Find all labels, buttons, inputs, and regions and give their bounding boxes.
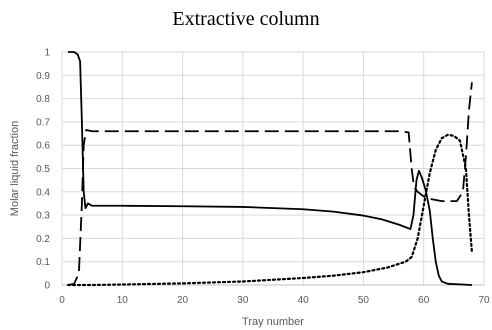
y-tick-label: 0.9 [36,71,50,82]
y-axis-label: Molar liquid fraction [9,121,21,216]
x-tick-label: 0 [59,295,65,306]
x-tick-label: 30 [237,295,249,306]
y-tick-label: 0.4 [36,187,50,198]
x-tick-label: 10 [117,295,129,306]
series-lines [66,51,474,287]
y-tick-label: 0.1 [36,257,50,268]
y-tick-label: 0.8 [36,94,50,105]
x-tick-label: 50 [358,295,370,306]
x-tick-label: 20 [177,295,189,306]
chart-title: Extractive column [172,8,320,30]
y-tick-label: 0.5 [36,164,50,175]
series-line-dashed [67,82,473,286]
y-tick-label: 0.6 [36,141,50,152]
series-line-dotted [66,133,474,287]
y-tick-label: 1 [44,48,50,59]
x-tick-label: 40 [298,295,310,306]
x-tick-label: 70 [478,295,490,306]
x-axis-label: Tray number [242,316,304,328]
y-tick-label: 0 [44,281,50,292]
y-tick-label: 0.7 [36,117,50,128]
x-tick-label: 60 [418,295,430,306]
y-tick-label: 0.2 [36,234,50,245]
tick-labels: 00.10.20.30.40.50.60.70.80.910 10 20 30 40 50… [36,48,490,307]
grid [61,51,485,286]
y-tick-label: 0.3 [36,211,50,222]
